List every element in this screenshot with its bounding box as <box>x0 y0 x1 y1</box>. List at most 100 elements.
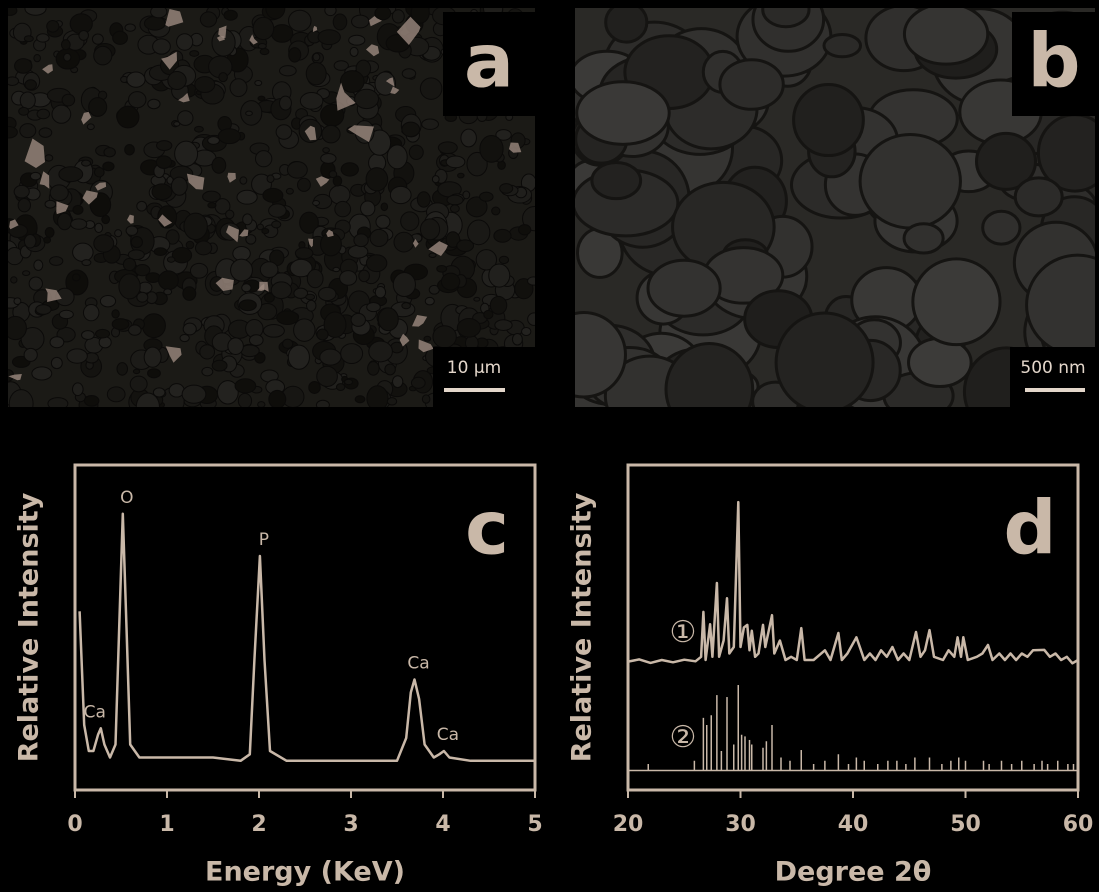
peak-label: O <box>120 488 133 508</box>
grain <box>82 260 91 266</box>
y-axis-title: Relative Intensity <box>14 492 45 762</box>
grain <box>18 199 30 212</box>
grain <box>306 62 326 84</box>
grain <box>422 119 439 129</box>
grain <box>24 348 37 361</box>
grain <box>157 141 172 151</box>
x-tick-label: 2 <box>251 812 266 837</box>
grain <box>218 129 240 144</box>
grain <box>776 313 873 412</box>
grain <box>294 319 315 341</box>
grain <box>73 205 83 214</box>
grain <box>164 289 172 295</box>
grain <box>208 137 220 145</box>
grain <box>159 271 179 290</box>
grain <box>355 89 379 108</box>
peak-label: P <box>259 530 269 550</box>
grain <box>117 106 139 128</box>
grain <box>190 263 207 278</box>
grain <box>904 4 987 64</box>
grain <box>323 148 330 153</box>
grain <box>348 245 368 258</box>
grain <box>184 213 207 240</box>
grain <box>67 349 87 363</box>
grain <box>117 363 128 376</box>
x-tick-label: 4 <box>435 812 450 837</box>
grain <box>289 48 301 62</box>
grain <box>354 234 368 247</box>
grain <box>152 184 172 200</box>
grain <box>457 319 480 338</box>
grain <box>349 35 365 45</box>
grain <box>492 207 500 215</box>
x-tick-label: 50 <box>950 812 981 837</box>
grain <box>37 34 50 42</box>
grain <box>249 335 263 346</box>
peak-label: Ca <box>407 654 429 674</box>
grain <box>123 258 135 270</box>
grain <box>195 126 204 132</box>
grain <box>495 320 512 331</box>
grain <box>450 205 459 213</box>
grain <box>168 72 186 90</box>
grain <box>361 201 375 216</box>
grain <box>20 124 36 138</box>
y-axis-title: Relative Intensity <box>567 492 598 762</box>
grain <box>463 191 470 199</box>
x-tick-label: 5 <box>527 812 542 837</box>
grain <box>341 344 363 364</box>
peak-label: Ca <box>437 725 459 745</box>
grain <box>447 195 463 205</box>
grain <box>277 311 299 325</box>
grain <box>474 297 480 301</box>
grain <box>50 257 63 266</box>
grain <box>260 262 278 278</box>
grain <box>402 122 420 137</box>
grain <box>72 274 80 281</box>
scale-bar-label: 10 µm <box>447 358 501 378</box>
grain <box>186 241 194 249</box>
grain <box>351 313 365 326</box>
grain <box>72 383 83 396</box>
grain <box>441 273 459 290</box>
grain <box>390 186 411 203</box>
grain <box>144 17 165 31</box>
grain <box>14 298 21 305</box>
grain <box>29 277 42 290</box>
grain <box>125 24 135 31</box>
grain <box>226 210 234 219</box>
grain <box>148 99 160 109</box>
grain <box>71 219 87 229</box>
grain <box>50 337 64 348</box>
grain <box>359 270 370 282</box>
grain <box>44 237 51 243</box>
grain <box>246 111 253 115</box>
grain <box>45 228 54 238</box>
grain <box>904 224 943 253</box>
grain <box>352 15 369 28</box>
grain <box>126 226 138 235</box>
grain <box>480 136 503 163</box>
grain <box>378 308 398 331</box>
grain <box>212 360 227 371</box>
grain <box>20 92 35 109</box>
grain <box>36 305 51 315</box>
grain <box>83 305 99 321</box>
grain <box>202 367 213 375</box>
grain <box>401 212 419 231</box>
grain <box>154 248 167 256</box>
grain <box>263 188 283 202</box>
x-tick-label: 60 <box>1063 812 1094 837</box>
grain <box>82 331 95 340</box>
grain <box>103 162 114 171</box>
grain <box>156 156 171 169</box>
grain <box>512 334 522 346</box>
grain <box>167 257 174 262</box>
grain <box>231 259 253 281</box>
grain <box>368 362 379 376</box>
grain <box>411 377 425 388</box>
grain <box>190 51 199 57</box>
grain <box>262 228 269 233</box>
grain <box>34 260 43 270</box>
series-label: ② <box>670 720 697 755</box>
